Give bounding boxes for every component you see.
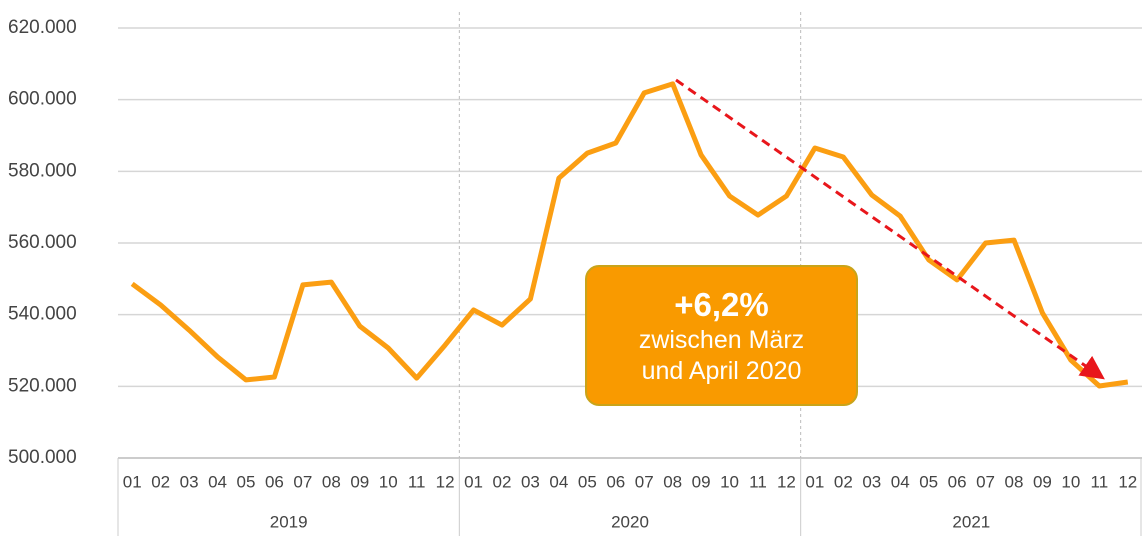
x-tick-label: 11 xyxy=(749,472,767,491)
x-tick-label: 07 xyxy=(976,472,995,491)
y-tick-label: 520.000 xyxy=(8,375,77,396)
x-tick-label: 05 xyxy=(919,472,938,491)
grid: 500.000 520.000 540.000 560.000 580.000 600.0… xyxy=(8,12,1142,536)
trend-arrow xyxy=(675,78,1105,380)
group-label: 2021 xyxy=(952,512,990,531)
y-tick-label: 620.000 xyxy=(8,17,77,38)
x-tick-label: 03 xyxy=(521,472,540,491)
x-tick-label: 05 xyxy=(237,472,256,491)
x-tick-label: 08 xyxy=(322,472,341,491)
x-tick-label: 04 xyxy=(891,472,910,491)
y-tick-label: 540.000 xyxy=(8,304,77,325)
annotation-box: +6,2% zwischen März und April 2020 xyxy=(585,265,858,406)
x-tick-label: 08 xyxy=(1005,472,1024,491)
x-tick-label: 12 xyxy=(436,472,455,491)
x-tick-label: 03 xyxy=(180,472,199,491)
x-tick-label: 10 xyxy=(379,472,398,491)
x-tick-label: 09 xyxy=(1033,472,1052,491)
y-tick-label: 500.000 xyxy=(8,447,77,468)
x-tick-label: 05 xyxy=(578,472,597,491)
x-tick-label: 10 xyxy=(1061,472,1080,491)
x-tick-label: 06 xyxy=(948,472,967,491)
x-tick-label: 07 xyxy=(293,472,312,491)
y-tick-label: 580.000 xyxy=(8,160,77,181)
x-tick-label: 02 xyxy=(834,472,853,491)
data-line xyxy=(130,81,1129,389)
annotation-line: zwischen März xyxy=(638,325,805,354)
x-tick-label: 02 xyxy=(151,472,170,491)
x-tick-label: 01 xyxy=(123,472,142,491)
group-label: 2019 xyxy=(270,512,308,531)
x-tick-label: 08 xyxy=(663,472,682,491)
group-label: 2020 xyxy=(611,512,649,531)
x-tick-label: 12 xyxy=(777,472,796,491)
x-tick-label: 01 xyxy=(805,472,824,491)
x-tick-label: 11 xyxy=(1091,472,1109,491)
x-tick-label: 09 xyxy=(692,472,711,491)
x-tick-label: 11 xyxy=(408,472,426,491)
x-tick-label: 06 xyxy=(265,472,284,491)
annotation-headline: +6,2% xyxy=(674,285,769,323)
x-tick-label: 03 xyxy=(862,472,881,491)
x-tick-label: 04 xyxy=(549,472,568,491)
annotation-line: und April 2020 xyxy=(641,356,802,385)
x-tick-label: 04 xyxy=(208,472,227,491)
x-tick-label: 02 xyxy=(493,472,512,491)
plot xyxy=(130,81,1129,389)
x-tick-label: 01 xyxy=(464,472,483,491)
x-tick-label: 10 xyxy=(720,472,739,491)
x-tick-label: 09 xyxy=(350,472,369,491)
x-tick-label: 07 xyxy=(635,472,654,491)
x-tick-label: 06 xyxy=(606,472,625,491)
x-tick-label: 12 xyxy=(1118,472,1137,491)
y-tick-label: 600.000 xyxy=(8,89,77,110)
y-tick-label: 560.000 xyxy=(8,232,77,253)
